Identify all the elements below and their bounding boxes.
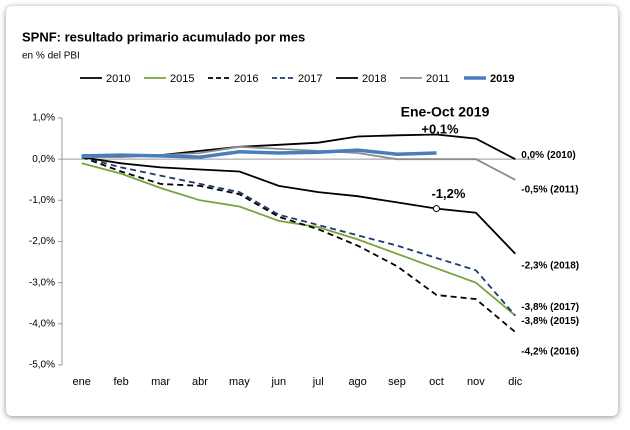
y-tick-label: -1,0% bbox=[29, 195, 55, 206]
end-label: -4,2% (2016) bbox=[521, 347, 579, 358]
x-tick-label: ago bbox=[348, 376, 366, 388]
legend-label: 2010 bbox=[106, 73, 130, 85]
x-tick-label: jul bbox=[312, 376, 324, 388]
legend-label: 2011 bbox=[426, 73, 450, 85]
x-tick-label: mar bbox=[151, 376, 170, 388]
end-label: -3,8% (2017) bbox=[521, 302, 579, 313]
legend-label: 2015 bbox=[170, 73, 194, 85]
y-tick-label: 1,0% bbox=[32, 113, 55, 124]
series-line bbox=[81, 156, 516, 255]
legend-label: 2017 bbox=[298, 73, 322, 85]
card bbox=[6, 6, 618, 416]
x-tick-label: abr bbox=[192, 376, 208, 388]
highlight-point bbox=[432, 205, 440, 213]
y-tick-label: -4,0% bbox=[29, 318, 55, 329]
series-line bbox=[81, 148, 437, 159]
annotation: -1,2% bbox=[431, 186, 465, 201]
annotation: Ene-Oct 2019 bbox=[401, 104, 490, 120]
series-line bbox=[81, 156, 516, 317]
chart-title: SPNF: resultado primario acumulado por m… bbox=[22, 29, 305, 44]
x-tick-label: nov bbox=[467, 376, 485, 388]
y-tick-label: -2,0% bbox=[29, 236, 55, 247]
x-tick-label: dic bbox=[508, 376, 523, 388]
chart-subtitle: en % del PBI bbox=[22, 51, 80, 62]
legend-label: 2019 bbox=[490, 73, 514, 85]
legend-label: 2018 bbox=[362, 73, 386, 85]
end-label: -2,3% (2018) bbox=[521, 260, 579, 271]
end-label: 0,0% (2010) bbox=[521, 150, 575, 161]
series-line bbox=[81, 156, 516, 333]
y-tick-label: -5,0% bbox=[29, 360, 55, 371]
x-tick-label: ene bbox=[73, 376, 91, 388]
y-tick-label: -3,0% bbox=[29, 277, 55, 288]
end-label: -3,8% (2015) bbox=[521, 316, 579, 327]
end-label: -0,5% (2011) bbox=[521, 184, 578, 195]
y-tick-label: 0,0% bbox=[32, 154, 55, 165]
x-tick-label: jun bbox=[270, 376, 286, 388]
x-tick-label: feb bbox=[113, 376, 128, 388]
x-tick-label: sep bbox=[388, 376, 406, 388]
annotation: +0,1% bbox=[421, 121, 459, 136]
series-line bbox=[81, 162, 516, 317]
x-tick-label: oct bbox=[429, 376, 444, 388]
legend-label: 2016 bbox=[234, 73, 258, 85]
x-tick-label: may bbox=[229, 376, 250, 388]
